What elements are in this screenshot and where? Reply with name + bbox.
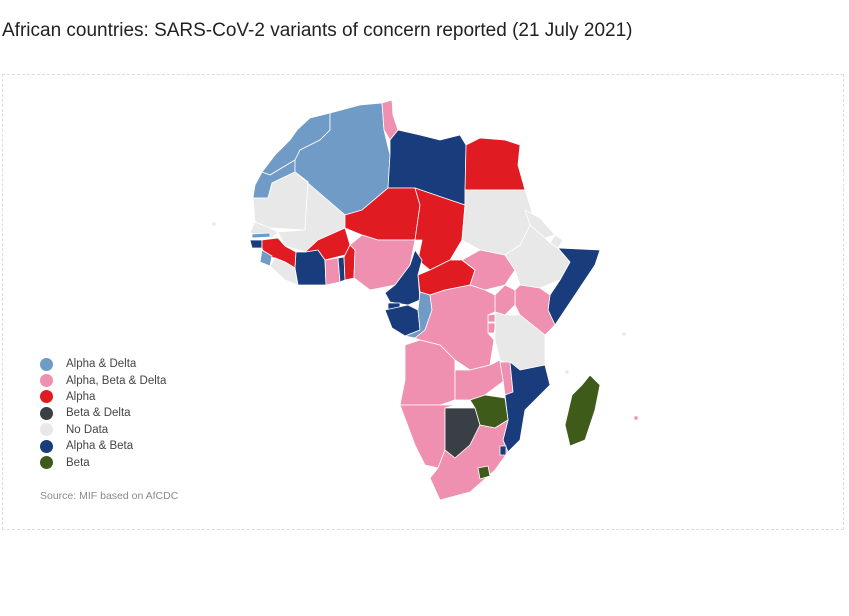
legend-swatch [40, 439, 53, 453]
legend-swatch [40, 406, 53, 420]
legend-item-alpha-delta[interactable]: Alpha & Delta [40, 356, 166, 372]
legend-label: No Data [66, 423, 109, 436]
legend: Alpha & Delta Alpha, Beta & Delta Alpha … [40, 356, 166, 471]
map-frame [2, 74, 844, 530]
region-ghana[interactable] [324, 257, 341, 286]
legend-item-no-data[interactable]: No Data [40, 422, 166, 438]
legend-item-alpha-beta[interactable]: Alpha & Beta [40, 438, 166, 454]
legend-swatch [40, 374, 53, 388]
legend-item-beta[interactable]: Beta [40, 454, 166, 470]
region-seychelles[interactable] [621, 331, 627, 337]
legend-label: Beta [66, 456, 90, 469]
region-eswatini[interactable] [499, 445, 507, 456]
region-eritrea[interactable] [524, 209, 556, 239]
region-kenya[interactable] [514, 284, 556, 336]
region-gambia[interactable] [251, 232, 271, 239]
legend-swatch [40, 390, 53, 404]
region-guinea-bissau[interactable] [249, 239, 263, 249]
region-comoros[interactable] [564, 369, 570, 375]
legend-label: Alpha & Beta [66, 440, 134, 453]
region-uganda[interactable] [494, 284, 516, 316]
legend-label: Alpha & Delta [66, 358, 137, 371]
region-madagascar[interactable] [564, 374, 601, 447]
page-title: African countries: SARS-CoV-2 variants o… [2, 20, 633, 41]
legend-item-alpha[interactable]: Alpha [40, 389, 166, 405]
region-egypt[interactable] [464, 137, 526, 191]
region-dr-congo[interactable] [414, 284, 496, 371]
region-gabon[interactable] [384, 304, 421, 337]
region-south-africa[interactable] [429, 419, 509, 501]
legend-swatch [40, 357, 53, 371]
legend-label: Alpha, Beta & Delta [66, 374, 167, 387]
legend-item-beta-delta[interactable]: Beta & Delta [40, 405, 166, 421]
region-mozambique[interactable] [502, 361, 551, 453]
legend-label: Alpha [66, 390, 96, 403]
legend-swatch [40, 456, 53, 470]
legend-label: Beta & Delta [66, 407, 131, 420]
legend-swatch [40, 423, 53, 437]
region-cameroon[interactable] [384, 249, 423, 306]
region-mauritius[interactable] [633, 415, 639, 421]
region-cabo-verde[interactable] [211, 221, 217, 227]
region-lesotho[interactable] [477, 465, 491, 480]
legend-item-alpha-beta-delta[interactable]: Alpha, Beta & Delta [40, 372, 166, 388]
source-note: Source: MIF based on AfCDC [40, 490, 179, 502]
